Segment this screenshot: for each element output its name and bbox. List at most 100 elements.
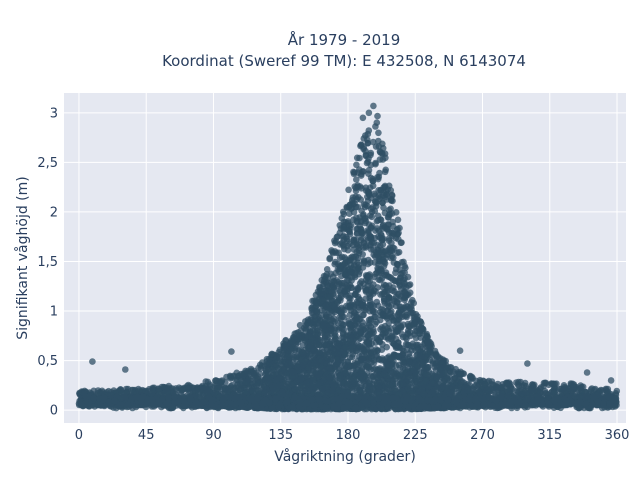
data-point <box>239 372 247 379</box>
data-point <box>358 185 365 192</box>
data-point <box>387 254 395 262</box>
data-point <box>545 381 553 389</box>
data-point <box>344 381 352 388</box>
data-point <box>347 205 355 212</box>
data-point <box>214 385 221 392</box>
data-point <box>354 225 361 233</box>
data-point <box>282 341 290 348</box>
data-point <box>344 242 351 250</box>
data-point <box>349 194 357 201</box>
data-point <box>336 287 344 294</box>
data-point <box>352 334 359 341</box>
chart-title-line: Koordinat (Sweref 99 TM): E 432508, N 61… <box>162 52 526 70</box>
data-point <box>530 386 538 394</box>
data-point <box>351 200 358 207</box>
data-point <box>316 342 323 349</box>
data-point <box>383 343 391 351</box>
data-point <box>148 390 156 397</box>
data-point <box>283 370 291 377</box>
data-point <box>414 313 421 320</box>
data-point <box>518 383 526 390</box>
data-point <box>357 141 365 148</box>
data-point <box>405 322 412 330</box>
data-point <box>264 375 272 383</box>
data-point <box>288 381 296 388</box>
data-point <box>394 216 402 224</box>
data-point <box>365 127 373 134</box>
data-point <box>406 289 414 297</box>
data-point <box>250 373 257 381</box>
data-point <box>498 384 506 391</box>
data-point <box>405 374 412 381</box>
data-point <box>334 233 341 240</box>
data-point <box>375 129 382 137</box>
data-point <box>350 246 358 253</box>
data-point <box>364 229 372 236</box>
data-point <box>424 363 432 371</box>
data-point <box>226 384 234 392</box>
data-point <box>338 334 346 342</box>
data-point <box>396 274 404 282</box>
data-point <box>353 161 360 169</box>
data-point <box>340 224 348 232</box>
data-point <box>392 375 400 382</box>
data-point <box>488 386 496 394</box>
data-point <box>369 385 377 393</box>
data-point <box>396 266 404 274</box>
data-point <box>401 312 409 320</box>
data-point <box>342 344 349 351</box>
data-point <box>178 386 185 394</box>
data-point <box>362 306 369 314</box>
data-point <box>347 221 355 229</box>
data-point <box>417 318 424 325</box>
data-point <box>334 350 342 358</box>
data-point <box>304 332 311 340</box>
data-point <box>230 373 238 380</box>
data-point <box>339 233 347 241</box>
data-point <box>381 168 389 176</box>
data-point <box>362 276 370 284</box>
data-point <box>218 378 225 385</box>
data-point <box>389 197 396 205</box>
data-point <box>401 294 408 302</box>
data-point <box>362 201 369 208</box>
data-point <box>172 385 180 392</box>
data-point <box>393 298 401 306</box>
data-point <box>276 346 284 354</box>
data-point <box>553 380 560 388</box>
data-point <box>365 256 372 264</box>
data-point <box>389 339 396 347</box>
data-point <box>117 386 125 394</box>
data-point <box>373 225 381 232</box>
data-point <box>414 362 421 370</box>
data-point <box>376 356 383 363</box>
data-point <box>369 138 377 146</box>
data-point <box>362 295 370 302</box>
data-point <box>363 363 371 371</box>
data-point <box>380 204 387 211</box>
data-point <box>294 363 301 371</box>
data-point <box>353 176 360 183</box>
data-point <box>222 385 229 392</box>
data-point <box>419 359 427 367</box>
data-point <box>317 363 324 370</box>
data-point <box>492 383 500 390</box>
data-point <box>329 273 337 281</box>
data-point <box>365 170 372 177</box>
data-point <box>355 315 363 323</box>
data-point <box>378 305 385 313</box>
data-point <box>397 303 404 311</box>
data-point <box>398 377 406 385</box>
data-point <box>411 381 419 389</box>
data-point <box>385 293 393 301</box>
data-point <box>346 231 354 238</box>
data-point <box>406 358 413 366</box>
data-point <box>412 372 419 379</box>
data-point <box>410 366 418 374</box>
data-point <box>401 289 409 297</box>
data-point <box>372 123 379 130</box>
data-point <box>358 234 365 241</box>
data-point <box>366 271 373 278</box>
data-point <box>356 166 363 173</box>
